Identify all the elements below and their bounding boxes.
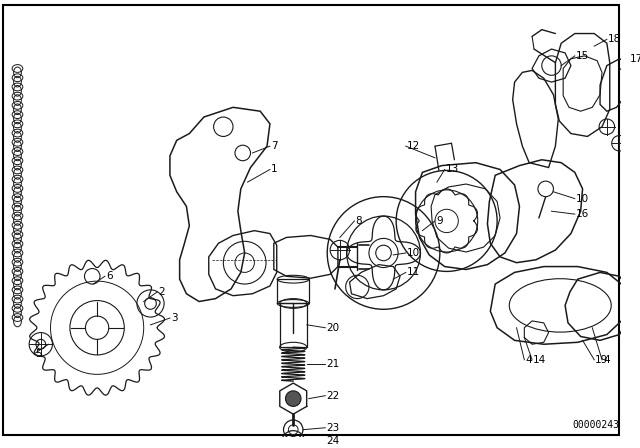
Text: 6: 6: [106, 271, 113, 281]
Text: 16: 16: [576, 209, 589, 219]
Text: 10: 10: [407, 248, 420, 258]
Text: 23: 23: [326, 423, 339, 433]
Text: 3: 3: [171, 313, 177, 323]
Text: 2: 2: [158, 287, 165, 297]
Text: 13: 13: [445, 164, 459, 174]
Text: 9: 9: [436, 216, 443, 226]
Text: 24: 24: [326, 436, 339, 446]
Text: 7: 7: [271, 141, 278, 151]
Text: 5: 5: [35, 349, 42, 359]
Circle shape: [285, 391, 301, 406]
Text: 18: 18: [608, 34, 621, 44]
Text: 4: 4: [525, 355, 532, 365]
Text: 00000243: 00000243: [573, 420, 620, 430]
Text: 14: 14: [533, 355, 547, 365]
Text: 20: 20: [326, 323, 339, 333]
Text: 22: 22: [326, 391, 339, 401]
Text: 17: 17: [630, 54, 640, 64]
Text: 8: 8: [355, 216, 362, 226]
Text: 21: 21: [326, 359, 339, 369]
Text: 10: 10: [576, 194, 589, 203]
Text: 11: 11: [407, 267, 420, 277]
Text: 4: 4: [603, 355, 609, 365]
Text: 19: 19: [595, 355, 609, 365]
Text: 1: 1: [271, 164, 278, 174]
Text: 15: 15: [576, 51, 589, 61]
Text: 12: 12: [407, 141, 420, 151]
